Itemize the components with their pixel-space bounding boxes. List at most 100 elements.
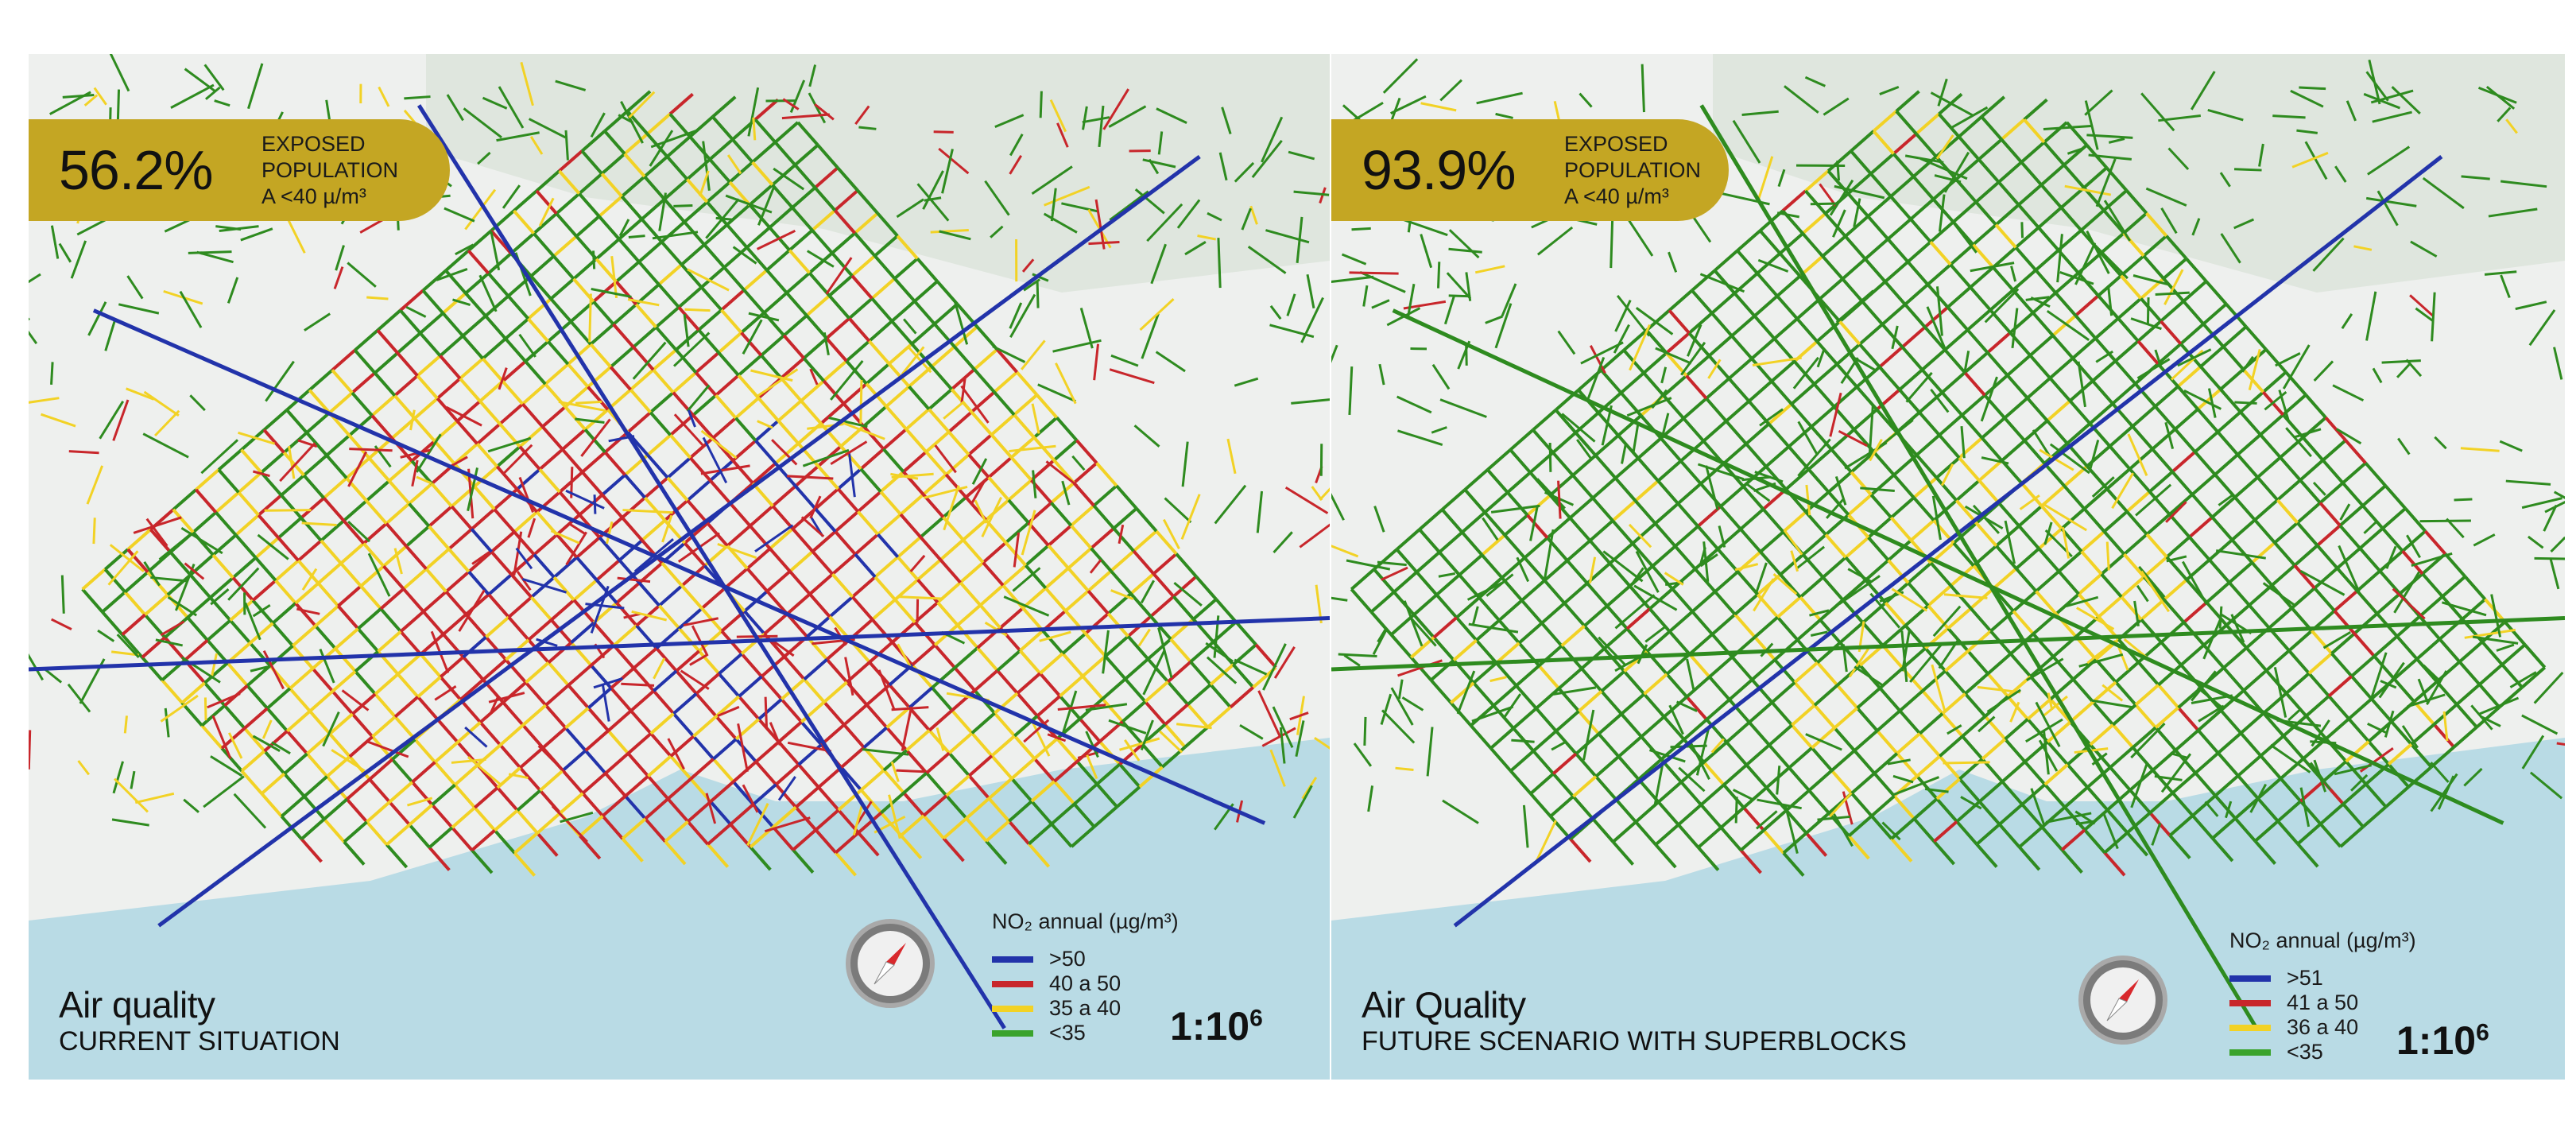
street-segment [993, 370, 1018, 393]
street-segment [2171, 471, 2194, 496]
street-segment [1776, 595, 1802, 618]
street-segment [2111, 723, 2135, 749]
street-segment [439, 355, 462, 380]
street-segment [587, 687, 613, 710]
street-segment [2236, 453, 2259, 479]
street-segment [1679, 440, 1705, 463]
street-segment [1912, 496, 1935, 521]
street-segment [1734, 563, 1759, 572]
legend-item: 41 a 50 [2229, 990, 2416, 1015]
street-segment [1495, 661, 1518, 687]
street-segment [815, 808, 840, 832]
street-segment [2435, 680, 2458, 706]
street-segment [2430, 762, 2450, 783]
street-segment [836, 166, 859, 192]
street-segment [1935, 155, 1958, 180]
street-segment [668, 92, 694, 115]
street-segment [471, 508, 496, 531]
street-segment [2095, 158, 2117, 207]
street-segment [551, 804, 588, 843]
street-segment [453, 784, 476, 809]
street-segment [1901, 646, 1927, 670]
street-segment [112, 399, 130, 441]
street-segment [604, 752, 629, 775]
street-segment [2003, 417, 2026, 442]
street-segment [830, 359, 864, 401]
street-segment [2160, 753, 2192, 793]
street-segment [737, 354, 763, 377]
street-segment [673, 413, 704, 446]
street-segment [227, 732, 243, 759]
street-segment [751, 161, 774, 186]
street-segment [2129, 467, 2152, 493]
street-segment [2553, 490, 2565, 499]
street-segment [888, 362, 911, 388]
street-segment [303, 795, 326, 820]
street-segment [1717, 528, 1742, 551]
street-segment [2102, 812, 2119, 850]
street-segment [1826, 498, 1845, 519]
street-segment [1994, 204, 2020, 227]
street-segment [2078, 572, 2103, 595]
street-segment [1935, 777, 1961, 801]
street-segment [971, 458, 988, 485]
street-segment [341, 689, 370, 711]
street-segment [902, 450, 928, 473]
street-segment [29, 653, 45, 681]
street-segment [2353, 632, 2376, 657]
street-segment [811, 229, 834, 254]
street-segment [354, 328, 379, 352]
street-segment [1033, 757, 1056, 783]
street-segment [1492, 684, 1518, 708]
street-segment [953, 300, 969, 345]
street-segment [1400, 218, 1448, 237]
street-segment [1679, 459, 1702, 485]
street-segment [439, 676, 462, 701]
street-segment [990, 413, 1016, 436]
street-segment [81, 587, 104, 614]
street-segment [2202, 623, 2228, 646]
street-segment [1705, 698, 1731, 721]
street-segment [1621, 444, 1627, 464]
street-segment [1722, 442, 1748, 465]
street-segment [1044, 567, 1070, 590]
street-segment [803, 658, 828, 681]
street-segment [393, 696, 420, 719]
street-segment [1997, 180, 2020, 206]
street-segment [1537, 665, 1560, 690]
street-segment [893, 277, 916, 303]
street-segment [2078, 653, 2124, 668]
street-segment [521, 402, 544, 428]
street-segment [967, 453, 990, 479]
street-segment [1613, 324, 1630, 354]
street-segment [2475, 706, 2500, 729]
street-segment [1811, 727, 1836, 750]
street-segment [2194, 451, 2217, 476]
street-segment [919, 536, 942, 561]
street-segment [618, 238, 641, 263]
street-segment [2461, 175, 2490, 180]
street-segment [475, 443, 498, 468]
street-segment [334, 647, 357, 673]
street-segment [1140, 719, 1154, 750]
street-segment [738, 695, 761, 720]
street-segment [782, 98, 800, 110]
street-segment [277, 517, 303, 540]
street-segment [994, 692, 1019, 715]
street-segment [1739, 849, 1762, 874]
street-segment [854, 211, 879, 235]
street-segment [1142, 158, 1176, 169]
street-segment [453, 442, 478, 465]
street-segment [1003, 595, 1050, 617]
street-segment [513, 530, 536, 556]
street-segment [1284, 486, 1329, 514]
street-segment [2089, 723, 2114, 746]
street-segment [2251, 541, 2276, 564]
street-segment [1057, 704, 1106, 711]
street-segment [851, 595, 874, 621]
street-segment [445, 405, 482, 427]
street-segment [951, 368, 976, 391]
street-segment [1708, 335, 1733, 358]
street-segment [1415, 571, 1439, 596]
street-segment [348, 735, 374, 758]
